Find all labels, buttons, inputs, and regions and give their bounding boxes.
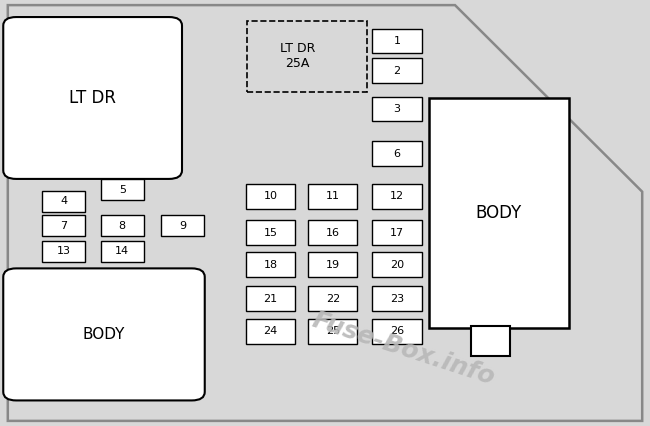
FancyBboxPatch shape [308,286,358,311]
Text: 19: 19 [326,259,340,270]
Text: BODY: BODY [83,327,125,342]
Text: 11: 11 [326,191,340,201]
Text: 15: 15 [263,227,278,238]
Text: 12: 12 [390,191,404,201]
Text: 4: 4 [60,196,67,207]
FancyBboxPatch shape [308,319,358,344]
Text: 20: 20 [390,259,404,270]
Text: 25: 25 [326,326,340,337]
Text: 8: 8 [119,221,125,231]
FancyBboxPatch shape [429,98,569,328]
FancyBboxPatch shape [372,319,422,344]
Text: 5: 5 [119,184,125,195]
Text: 2: 2 [394,66,400,76]
Text: 23: 23 [390,294,404,304]
FancyBboxPatch shape [372,97,422,121]
FancyBboxPatch shape [42,215,85,236]
FancyBboxPatch shape [372,58,422,83]
Text: BODY: BODY [476,204,522,222]
FancyBboxPatch shape [308,184,358,209]
FancyBboxPatch shape [101,179,144,200]
Text: 10: 10 [263,191,278,201]
Text: 1: 1 [394,36,400,46]
Text: 22: 22 [326,294,340,304]
FancyBboxPatch shape [471,326,510,356]
FancyBboxPatch shape [246,252,295,277]
FancyBboxPatch shape [246,319,295,344]
Text: 21: 21 [263,294,278,304]
Text: 6: 6 [394,149,400,159]
Text: LT DR
25A: LT DR 25A [280,43,315,70]
FancyBboxPatch shape [372,141,422,166]
FancyBboxPatch shape [101,241,144,262]
Text: 18: 18 [263,259,278,270]
FancyBboxPatch shape [308,220,358,245]
FancyBboxPatch shape [372,252,422,277]
Text: 26: 26 [390,326,404,337]
FancyBboxPatch shape [372,184,422,209]
Text: 14: 14 [115,246,129,256]
Text: 9: 9 [179,221,186,231]
Text: 24: 24 [263,326,278,337]
FancyBboxPatch shape [246,286,295,311]
FancyBboxPatch shape [101,215,144,236]
FancyBboxPatch shape [3,17,182,179]
Polygon shape [8,5,642,421]
Text: 3: 3 [394,104,400,114]
Text: 7: 7 [60,221,67,231]
FancyBboxPatch shape [372,220,422,245]
FancyBboxPatch shape [3,268,205,400]
Text: 17: 17 [390,227,404,238]
FancyBboxPatch shape [161,215,204,236]
FancyBboxPatch shape [246,184,295,209]
Text: Fuse-Box.info: Fuse-Box.info [309,308,497,390]
FancyBboxPatch shape [308,252,358,277]
Text: 13: 13 [57,246,71,256]
FancyBboxPatch shape [42,191,85,212]
Text: LT DR: LT DR [69,89,116,107]
FancyBboxPatch shape [372,286,422,311]
FancyBboxPatch shape [246,220,295,245]
Text: 16: 16 [326,227,340,238]
FancyBboxPatch shape [42,241,85,262]
FancyBboxPatch shape [372,29,422,53]
